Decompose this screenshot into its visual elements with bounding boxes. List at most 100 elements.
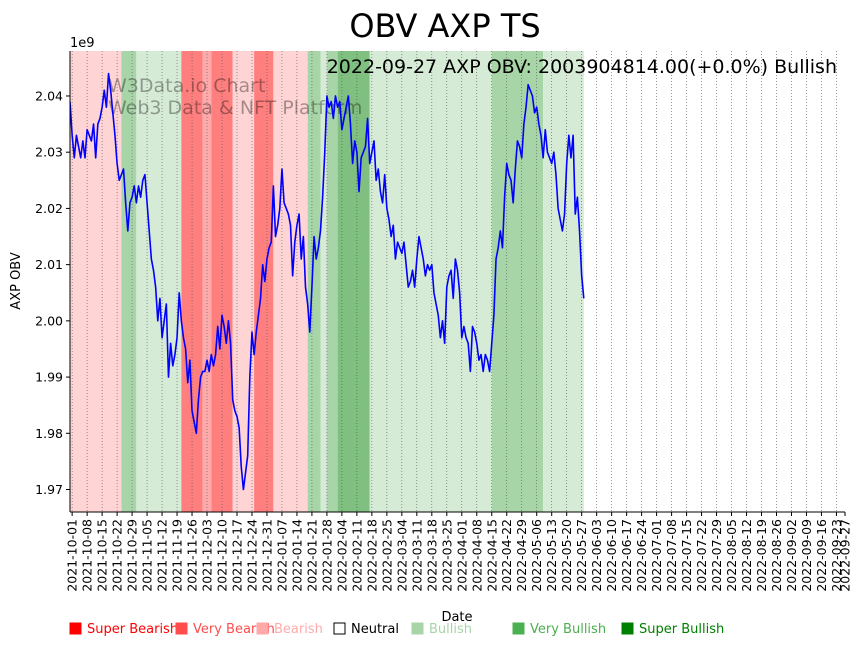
regime-band xyxy=(320,51,327,512)
x-tick-label: 2021-12-17 xyxy=(229,519,244,592)
legend-swatch xyxy=(411,622,424,635)
y-axis-label: AXP OBV xyxy=(9,252,24,310)
regime-band xyxy=(181,51,203,512)
x-tick-label: 2022-03-25 xyxy=(439,519,454,592)
watermark-line-1: W3Data.io Chart xyxy=(108,75,265,97)
legend-swatch xyxy=(512,622,525,635)
x-tick-label: 2021-10-22 xyxy=(110,519,125,592)
regime-band xyxy=(211,51,233,512)
x-tick-label: 2021-10-01 xyxy=(65,519,80,592)
chart-subtitle: 2022-09-27 AXP OBV: 2003904814.00(+0.0%)… xyxy=(327,56,837,78)
regime-band xyxy=(491,51,544,512)
regime-legend: Super Bearish Very Bearish Bearish Neutral B… xyxy=(69,622,724,637)
regime-band xyxy=(543,51,584,512)
legend-item: Super Bullish xyxy=(621,622,724,637)
x-tick-label: 2022-07-01 xyxy=(649,519,664,592)
x-tick-label: 2022-08-26 xyxy=(769,519,784,592)
regime-band xyxy=(232,51,255,512)
x-tick-label: 2021-11-26 xyxy=(185,519,200,592)
x-tick-label: 2022-04-15 xyxy=(484,519,499,592)
y-tick-label: 2.04 xyxy=(35,88,63,103)
x-tick-label: 2021-10-08 xyxy=(80,519,95,592)
legend-item: Neutral xyxy=(333,622,399,637)
x-tick-label: 2021-12-03 xyxy=(200,519,215,592)
regime-band xyxy=(326,51,338,512)
x-tick-label: 2022-06-24 xyxy=(634,519,649,592)
regime-band xyxy=(307,51,321,512)
x-tick-label: 2022-06-17 xyxy=(619,519,634,592)
regime-band xyxy=(136,51,182,512)
legend-label: Very Bullish xyxy=(530,622,606,637)
regime-band xyxy=(369,51,492,512)
watermark-line-2: Web3 Data & NFT Platform xyxy=(108,97,362,119)
x-tick-label: 2022-05-13 xyxy=(544,519,559,592)
legend-swatch xyxy=(69,622,82,635)
y-tick-label: 1.98 xyxy=(35,426,63,441)
regime-band xyxy=(273,51,308,512)
x-tick-label: 2022-01-14 xyxy=(289,519,304,592)
legend-item: Very Bullish xyxy=(512,622,606,637)
legend-swatch xyxy=(175,622,188,635)
x-tick-label: 2022-05-06 xyxy=(529,519,544,592)
regime-band xyxy=(202,51,212,512)
x-tick-label: 2022-08-05 xyxy=(724,519,739,592)
chart-title: OBV AXP TS xyxy=(349,7,540,45)
x-tick-label: 2022-09-09 xyxy=(799,519,814,592)
x-tick-label: 2022-04-29 xyxy=(514,519,529,592)
y-tick-label: 2.03 xyxy=(35,145,63,160)
x-tick-label: 2021-12-24 xyxy=(244,519,259,592)
y-axis: 1.97 1.98 1.99 2.00 2.01 2.02 2.03 2.04 xyxy=(35,88,70,497)
legend-swatch xyxy=(621,622,634,635)
x-tick-label: 2022-01-28 xyxy=(319,519,334,592)
x-axis-label: Date xyxy=(441,610,472,625)
legend-label: Neutral xyxy=(351,622,399,637)
x-tick-label: 2022-02-04 xyxy=(334,519,349,592)
legend-swatch xyxy=(333,622,346,635)
legend-item: Bearish xyxy=(256,622,323,637)
x-tick-label: 2021-11-05 xyxy=(140,519,155,592)
regime-band xyxy=(70,51,122,512)
x-tick-label: 2022-09-16 xyxy=(814,519,829,592)
x-tick-label: 2022-09-23 xyxy=(829,519,844,592)
x-tick-label: 2022-04-08 xyxy=(469,519,484,592)
regime-band xyxy=(121,51,137,512)
y-tick-label: 1.99 xyxy=(35,370,63,385)
x-tick-label: 2022-05-27 xyxy=(574,519,589,592)
x-tick-label: 2022-09-02 xyxy=(784,519,799,592)
y-tick-label: 2.01 xyxy=(35,257,63,272)
x-tick-label: 2021-11-12 xyxy=(155,519,170,592)
legend-label: Bearish xyxy=(274,622,323,637)
x-tick-label: 2022-07-22 xyxy=(694,519,709,592)
legend-swatch xyxy=(256,622,269,635)
x-tick-label: 2022-06-10 xyxy=(604,519,619,592)
x-tick-label: 2022-03-11 xyxy=(409,519,424,592)
x-tick-label: 2021-12-31 xyxy=(259,519,274,592)
x-tick-label: 2022-01-07 xyxy=(274,519,289,592)
x-tick-label: 2022-01-21 xyxy=(304,519,319,592)
x-tick-label: 2022-02-11 xyxy=(349,519,364,592)
legend-label: Super Bearish xyxy=(87,622,178,637)
x-tick-label: 2022-02-25 xyxy=(379,519,394,592)
vertical-gridlines xyxy=(71,51,837,512)
x-tick-label: 2022-02-18 xyxy=(364,519,379,592)
y-tick-label: 2.00 xyxy=(35,313,63,328)
legend-item: Super Bearish xyxy=(69,622,178,637)
x-tick-label: 2022-09-27 xyxy=(838,519,853,592)
x-tick-label: 2022-03-18 xyxy=(424,519,439,592)
x-tick-label: 2022-08-12 xyxy=(739,519,754,592)
x-tick-label: 2021-12-10 xyxy=(215,519,230,592)
y-multiplier-label: 1e9 xyxy=(70,36,95,51)
x-tick-label: 2022-04-22 xyxy=(499,519,514,592)
x-tick-label: 2022-04-01 xyxy=(454,519,469,592)
x-tick-label: 2022-05-20 xyxy=(559,519,574,592)
x-tick-label: 2022-08-19 xyxy=(754,519,769,592)
legend-item: Bullish xyxy=(411,622,472,637)
x-axis: 2021-10-01 2021-10-08 2021-10-15 2021-10-22… xyxy=(65,512,853,592)
regime-band xyxy=(254,51,274,512)
watermark: W3Data.io Chart Web3 Data & NFT Platform xyxy=(108,75,362,119)
series-line xyxy=(70,72,585,491)
legend-item: Very Bearish xyxy=(175,622,275,637)
x-tick-label: 2022-06-03 xyxy=(589,519,604,592)
regime-band xyxy=(337,51,370,512)
